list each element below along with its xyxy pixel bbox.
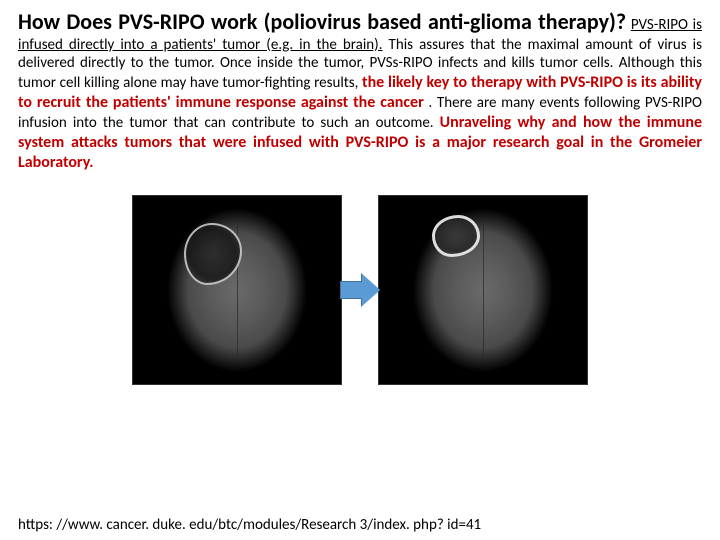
tumor-lesion-before xyxy=(184,223,242,285)
brain-scan-before xyxy=(132,195,342,385)
brain-shape-after xyxy=(408,205,558,375)
tumor-lesion-after xyxy=(432,215,480,257)
brain-shape-before xyxy=(162,205,312,375)
arrow-icon xyxy=(340,274,380,306)
main-paragraph: How Does PVS-RIPO work (poliovirus based… xyxy=(18,8,702,173)
brain-scan-after xyxy=(378,195,588,385)
paragraph-title: How Does PVS-RIPO work (poliovirus based… xyxy=(18,8,626,35)
source-url: https: //www. cancer. duke. edu/btc/modu… xyxy=(18,516,481,534)
brain-scan-row xyxy=(18,195,702,385)
